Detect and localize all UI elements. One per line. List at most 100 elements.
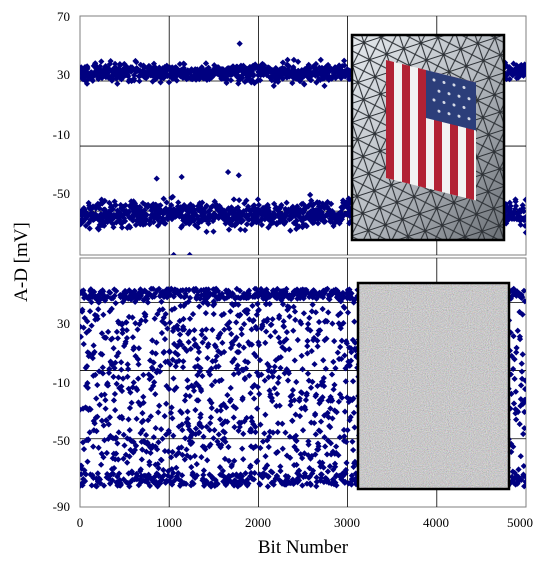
data-point	[219, 467, 227, 475]
data-point	[92, 316, 99, 323]
data-point	[205, 286, 212, 293]
data-point	[190, 387, 198, 394]
data-point	[172, 363, 179, 370]
data-point	[518, 61, 525, 69]
data-point	[114, 80, 121, 87]
outlier-point	[178, 173, 185, 181]
data-point	[137, 466, 144, 473]
data-point	[161, 471, 168, 479]
data-point	[105, 369, 113, 376]
data-point	[201, 335, 209, 342]
data-point	[313, 483, 320, 490]
data-point	[137, 429, 144, 437]
data-point	[225, 287, 232, 294]
data-point	[120, 431, 127, 438]
data-point	[324, 205, 331, 212]
data-point	[122, 451, 130, 458]
data-point	[248, 418, 256, 425]
data-point	[192, 341, 199, 348]
data-point	[241, 418, 248, 425]
data-point	[126, 483, 133, 490]
data-point	[254, 405, 261, 412]
data-point	[254, 293, 262, 300]
data-point	[110, 345, 117, 352]
data-point	[186, 392, 193, 400]
data-point	[235, 301, 242, 308]
data-point	[235, 349, 242, 356]
data-point	[129, 470, 136, 477]
data-point	[300, 221, 307, 228]
data-point	[158, 329, 165, 337]
data-point	[258, 221, 265, 229]
data-point	[94, 315, 101, 322]
data-point	[512, 69, 519, 76]
data-point	[231, 424, 238, 431]
data-point	[263, 72, 271, 79]
data-point	[129, 384, 136, 391]
data-point	[324, 477, 331, 484]
data-point	[179, 364, 187, 371]
data-point	[99, 351, 106, 358]
data-point	[104, 293, 111, 300]
data-point	[256, 481, 264, 488]
data-point	[317, 56, 324, 63]
data-point	[265, 374, 272, 381]
data-point	[250, 420, 257, 428]
data-point	[349, 438, 356, 445]
data-point	[160, 195, 167, 202]
data-point	[503, 75, 510, 83]
data-point	[313, 79, 320, 86]
data-point	[168, 473, 175, 480]
data-point	[81, 478, 89, 485]
data-point	[158, 457, 165, 464]
data-point	[104, 382, 112, 389]
data-point	[187, 345, 194, 353]
data-point	[231, 457, 238, 465]
data-point	[341, 433, 348, 440]
data-point	[173, 384, 180, 391]
data-point	[100, 67, 108, 74]
data-point	[309, 470, 316, 477]
data-point	[190, 217, 197, 224]
data-point	[182, 392, 190, 399]
data-point	[121, 442, 128, 449]
data-point	[227, 384, 234, 392]
data-point	[204, 457, 211, 464]
data-point	[274, 428, 281, 436]
data-point	[154, 446, 161, 453]
data-point	[308, 197, 315, 204]
data-point	[196, 303, 203, 310]
data-point	[522, 196, 526, 203]
data-point	[147, 413, 154, 420]
data-point	[227, 344, 235, 352]
data-point	[131, 446, 139, 454]
data-point	[310, 71, 317, 78]
data-point	[157, 362, 164, 370]
data-point	[192, 406, 199, 414]
data-point	[153, 287, 161, 294]
data-point	[84, 458, 91, 465]
data-point	[136, 77, 143, 85]
data-point	[509, 292, 516, 299]
data-point	[353, 345, 360, 353]
data-point	[271, 368, 278, 375]
data-point	[203, 326, 210, 333]
data-point	[522, 214, 526, 221]
data-point	[330, 358, 337, 365]
data-point	[340, 199, 347, 206]
data-point	[223, 294, 230, 301]
data-point	[191, 474, 199, 482]
data-point	[88, 299, 95, 306]
data-point	[295, 223, 303, 230]
data-point	[327, 424, 334, 431]
data-point	[285, 63, 292, 70]
data-point	[126, 427, 133, 434]
data-point	[98, 58, 105, 65]
data-point	[307, 68, 314, 76]
data-point	[86, 225, 93, 232]
data-point	[134, 386, 141, 394]
data-point	[95, 292, 102, 299]
data-point	[106, 365, 113, 373]
data-point	[314, 343, 321, 350]
data-point	[304, 350, 311, 357]
